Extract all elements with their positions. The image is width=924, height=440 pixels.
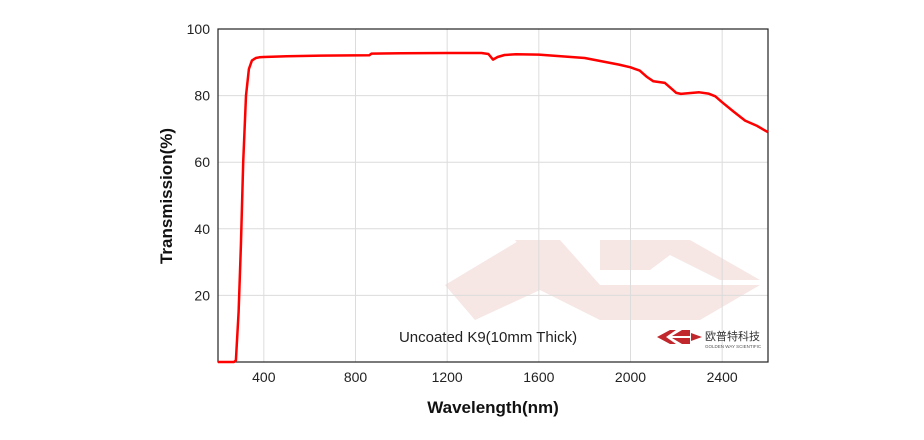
annotation: Uncoated K9(10mm Thick) (399, 329, 577, 346)
y-tick-label: 40 (194, 221, 210, 237)
logo-mark (657, 330, 702, 344)
x-axis-label: Wavelength(nm) (427, 398, 559, 417)
logo: 欧普特科技 GOLDEN WAY SCIENTIFIC (657, 329, 762, 349)
y-tick-label: 80 (194, 88, 210, 104)
logo-en: GOLDEN WAY SCIENTIFIC (705, 344, 762, 349)
x-tick-label: 800 (344, 369, 368, 385)
plot-frame (217, 28, 769, 363)
x-tick-label: 400 (252, 369, 276, 385)
x-tick-label: 1200 (432, 369, 463, 385)
y-tick-label: 60 (194, 154, 210, 170)
y-tick-label: 100 (187, 21, 211, 37)
y-tick-label: 20 (194, 287, 210, 303)
x-tick-label: 2000 (615, 369, 646, 385)
series-line (218, 51, 769, 364)
watermark (445, 240, 760, 320)
logo-cn: 欧普特科技 (705, 329, 760, 343)
x-tick-label: 2400 (707, 369, 738, 385)
y-axis-label: Transmission(%) (157, 128, 176, 264)
x-tick-label: 1600 (523, 369, 554, 385)
